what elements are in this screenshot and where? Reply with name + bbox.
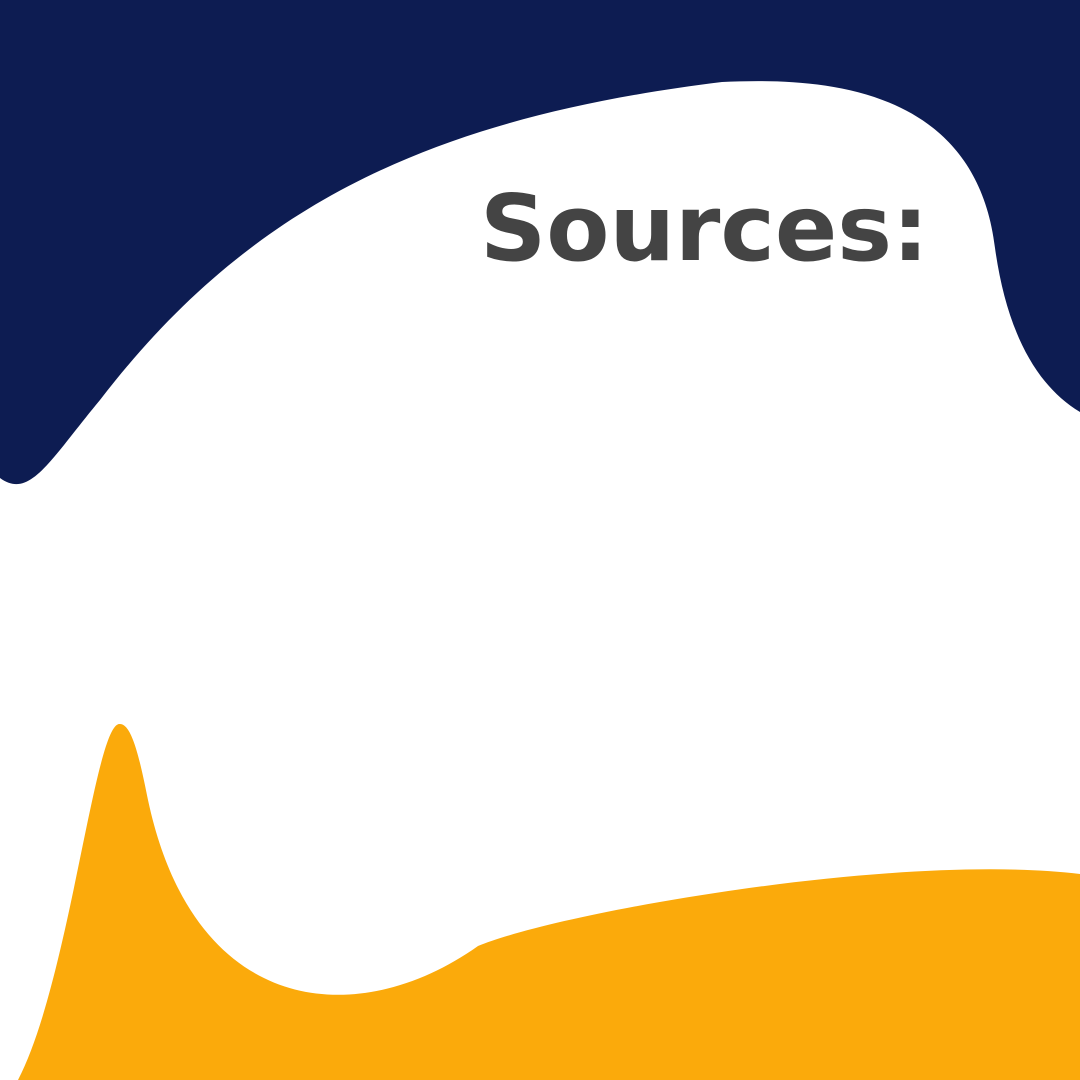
orange-wave [18,723,1080,1080]
navy-wave [0,0,1080,485]
title: Sources: [480,175,929,282]
